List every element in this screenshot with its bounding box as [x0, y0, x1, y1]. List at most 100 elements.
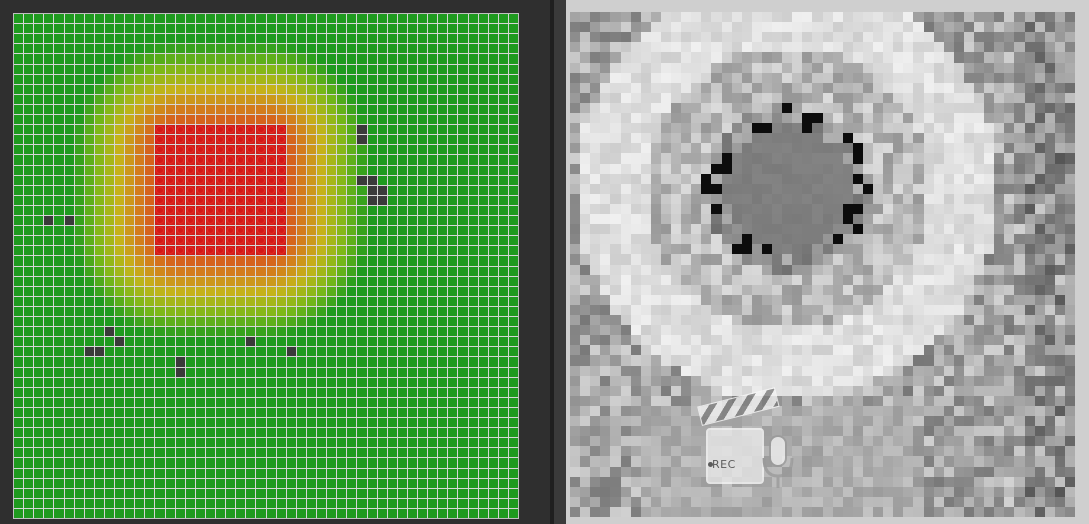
grayscale-pixel — [590, 426, 601, 437]
grayscale-pixel — [883, 375, 894, 386]
heatmap-hot-cell — [226, 226, 236, 236]
heatmap-cell — [135, 115, 145, 125]
heatmap-cell — [94, 64, 104, 74]
heatmap-cell — [317, 226, 327, 236]
heatmap-cell — [94, 185, 104, 195]
grayscale-pixel — [701, 163, 712, 174]
heatmap-cell — [216, 357, 226, 367]
heatmap-cell — [125, 115, 135, 125]
grayscale-pixel — [610, 234, 621, 245]
grayscale-pixel — [1024, 274, 1035, 285]
grayscale-pixel — [792, 456, 803, 467]
heatmap-cell — [195, 256, 205, 266]
heatmap-cell — [84, 185, 94, 195]
heatmap-cell — [407, 44, 417, 54]
heatmap-cell — [508, 185, 518, 195]
heatmap-cell — [145, 448, 155, 458]
heatmap-cell — [165, 94, 175, 104]
heatmap-cell — [94, 367, 104, 377]
heatmap-cell — [448, 418, 458, 428]
grayscale-pixel — [620, 72, 631, 83]
heatmap-cell — [216, 498, 226, 508]
heatmap-cell — [397, 175, 407, 185]
grayscale-pixel — [802, 486, 813, 497]
grayscale-pixel — [681, 72, 692, 83]
heatmap-cell — [438, 347, 448, 357]
grayscale-pixel — [974, 304, 985, 315]
grayscale-pixel — [741, 506, 752, 517]
grayscale-pixel — [580, 486, 591, 497]
heatmap-cell — [276, 306, 286, 316]
heatmap-cell — [508, 488, 518, 498]
heatmap-cell — [478, 418, 488, 428]
grayscale-pixel — [650, 284, 661, 295]
grayscale-pixel — [691, 234, 702, 245]
heatmap-cell — [286, 44, 296, 54]
grayscale-pixel — [1034, 486, 1045, 497]
grayscale-pixel — [1014, 325, 1025, 336]
heatmap-cell — [488, 347, 498, 357]
panel-divider[interactable] — [550, 0, 554, 524]
heatmap-cell — [468, 226, 478, 236]
heatmap-hot-cell — [216, 145, 226, 155]
heatmap-cell — [317, 115, 327, 125]
grayscale-pixel — [570, 133, 581, 144]
heatmap-cell — [397, 428, 407, 438]
grayscale-pixel — [943, 32, 954, 43]
heatmap-cell — [296, 266, 306, 276]
heatmap-cell — [347, 448, 357, 458]
grayscale-pixel — [994, 82, 1005, 93]
heatmap-cell — [418, 347, 428, 357]
heatmap-cell — [74, 327, 84, 337]
heatmap-hot-cell — [256, 165, 266, 175]
grayscale-pixel — [1054, 133, 1065, 144]
heatmap-cell — [468, 74, 478, 84]
heatmap-cell — [488, 458, 498, 468]
heatmap-cell — [397, 236, 407, 246]
heatmap-cell — [195, 407, 205, 417]
grayscale-pixel — [610, 133, 621, 144]
grayscale-pixel — [590, 264, 601, 275]
grayscale-pixel — [1034, 456, 1045, 467]
grayscale-pixel — [852, 274, 863, 285]
heatmap-cell — [195, 327, 205, 337]
heatmap-hot-cell — [276, 216, 286, 226]
grayscale-pixel — [1014, 12, 1025, 23]
heatmap-grid[interactable] — [13, 13, 519, 519]
grayscale-pixel — [1064, 294, 1075, 305]
heatmap-cell — [478, 397, 488, 407]
grayscale-pixel — [802, 102, 813, 113]
grayscale-pixel — [842, 506, 853, 517]
grayscale-pixel — [953, 123, 964, 134]
heatmap-cell — [115, 175, 125, 185]
grayscale-pixel — [963, 62, 974, 73]
grayscale-image-grid[interactable] — [570, 12, 1075, 517]
grayscale-pixel — [984, 12, 995, 23]
grayscale-pixel — [802, 234, 813, 245]
grayscale-pixel — [984, 476, 995, 487]
heatmap-cell — [407, 246, 417, 256]
heatmap-cell — [246, 44, 256, 54]
heatmap-cell — [236, 317, 246, 327]
grayscale-pixel — [953, 506, 964, 517]
heatmap-cell — [84, 397, 94, 407]
heatmap-cell — [286, 115, 296, 125]
grayscale-pixel — [610, 456, 621, 467]
heatmap-cell — [407, 205, 417, 215]
grayscale-pixel — [903, 82, 914, 93]
heatmap-cell — [34, 317, 44, 327]
grayscale-pixel — [1004, 466, 1015, 477]
grayscale-pixel — [1054, 405, 1065, 416]
grayscale-pixel — [832, 12, 843, 23]
grayscale-pixel — [802, 325, 813, 336]
heatmap-cell — [468, 24, 478, 34]
grayscale-pixel — [984, 32, 995, 43]
grayscale-pixel — [984, 102, 995, 113]
grayscale-pixel — [812, 294, 823, 305]
heatmap-marker — [286, 347, 296, 357]
grayscale-pixel — [1024, 416, 1035, 427]
grayscale-pixel — [1004, 82, 1015, 93]
heatmap-marker — [357, 125, 367, 135]
grayscale-pixel — [933, 496, 944, 507]
grayscale-pixel — [691, 183, 702, 194]
